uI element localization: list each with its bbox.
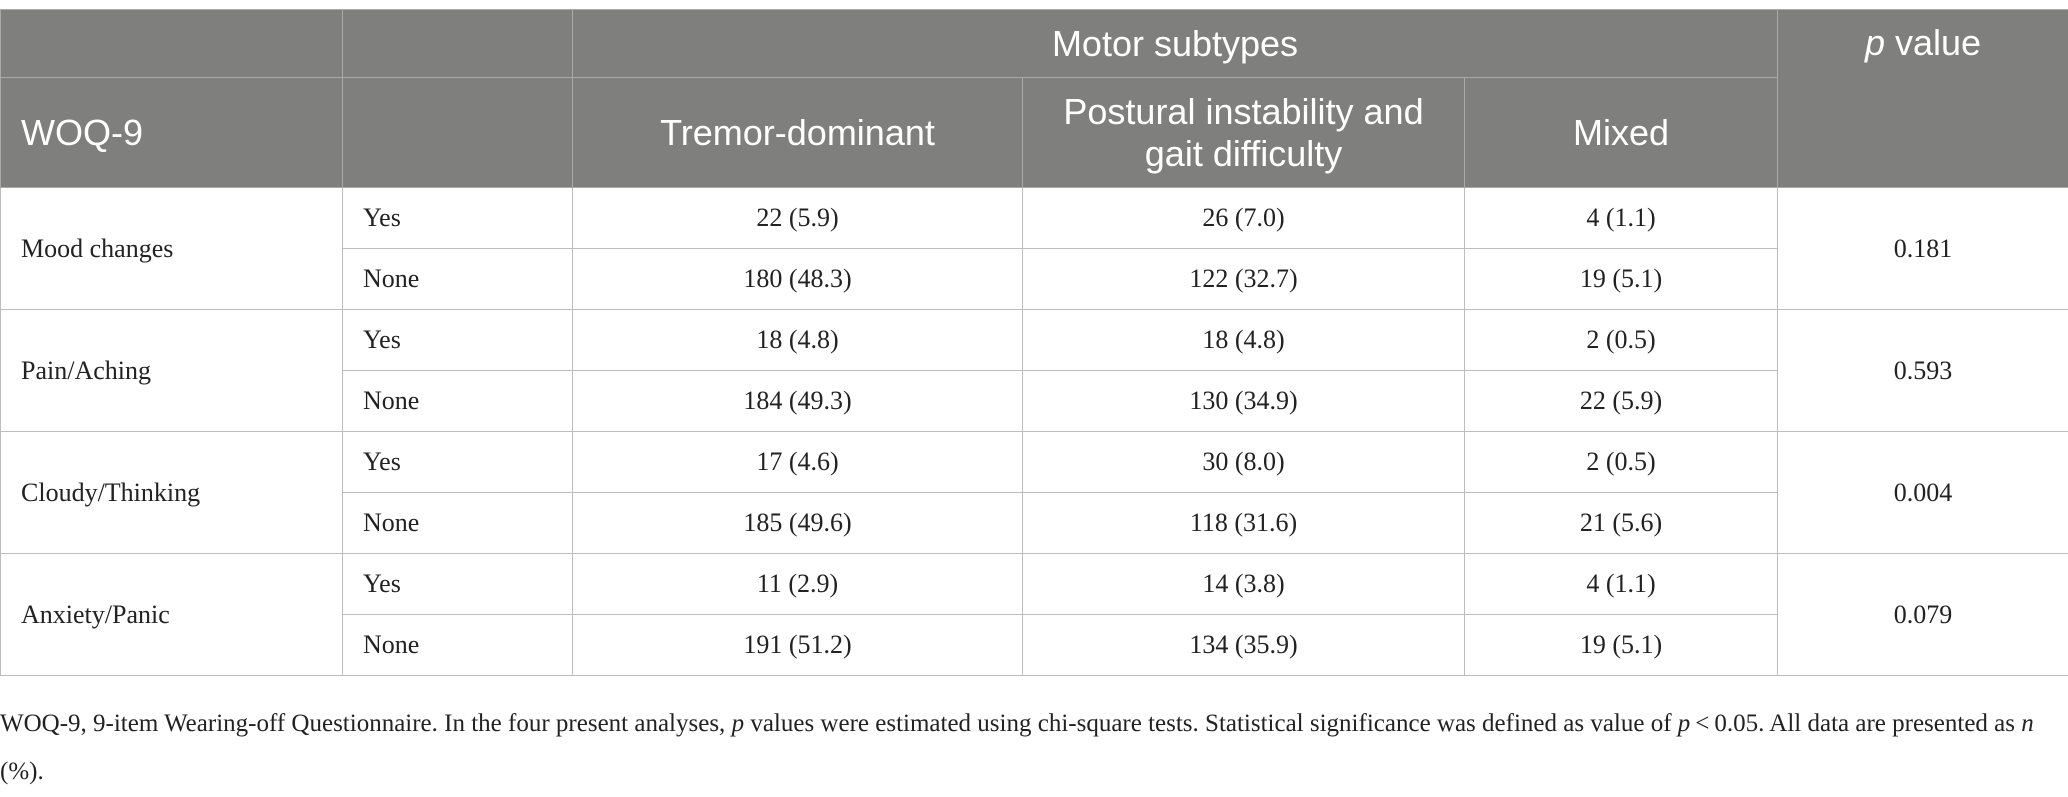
subtype-header: Mixed bbox=[1463, 77, 1779, 188]
table-row: Pain/Aching Yes 18 (4.8) 18 (4.8) 2 (0.5) 0.5… bbox=[0, 309, 2068, 432]
value-cell: 122 (32.7) bbox=[1022, 248, 1465, 310]
value-cell: 134 (35.9) bbox=[1022, 614, 1465, 676]
header-cell bbox=[342, 9, 573, 78]
header-cell bbox=[0, 9, 343, 78]
data-table: Motor subtypes p value WOQ-9 Tremor-domi… bbox=[0, 9, 2068, 676]
value-cell: 22 (5.9) bbox=[1463, 370, 1779, 432]
value-cell: 184 (49.3) bbox=[572, 370, 1023, 432]
table-row: Cloudy/Thinking Yes 17 (4.6) 30 (8.0) 2 (0.5… bbox=[0, 431, 2068, 554]
response: None bbox=[342, 492, 573, 554]
footnote-text: (%). bbox=[0, 758, 44, 785]
footnote-text: WOQ-9, 9-item Wearing-off Questionnaire.… bbox=[0, 710, 732, 737]
table-row: Anxiety/Panic Yes 11 (2.9) 14 (3.8) 4 (1.1) 0… bbox=[0, 553, 2068, 676]
footnote-text: n bbox=[2021, 710, 2034, 737]
value-cell: 17 (4.6) bbox=[572, 431, 1023, 493]
p-value-header: p value bbox=[1777, 9, 2068, 188]
p-value: 0.181 bbox=[1777, 187, 2068, 310]
response: None bbox=[342, 248, 573, 310]
value-cell: 2 (0.5) bbox=[1463, 431, 1779, 493]
response: Yes bbox=[342, 187, 573, 249]
group-header: Motor subtypes bbox=[571, 9, 1779, 78]
row-label: Cloudy/Thinking bbox=[0, 431, 343, 554]
table-body: Mood changes Yes 22 (5.9) 26 (7.0) 4 (1.1) 0.… bbox=[0, 187, 2068, 676]
value-cell: 26 (7.0) bbox=[1022, 187, 1465, 249]
p-value: 0.079 bbox=[1777, 553, 2068, 676]
value-cell: 30 (8.0) bbox=[1022, 431, 1465, 493]
row-label: Pain/Aching bbox=[0, 309, 343, 432]
table-row: Mood changes Yes 22 (5.9) 26 (7.0) 4 (1.1) 0.… bbox=[0, 187, 2068, 310]
value-cell: 22 (5.9) bbox=[572, 187, 1023, 249]
table-header: Motor subtypes p value WOQ-9 Tremor-domi… bbox=[0, 9, 2068, 188]
footnote-text: < 0.05. All data are presented as bbox=[1690, 710, 2022, 737]
footnote-text: p bbox=[1677, 710, 1691, 737]
footnote-text: values were estimated using chi-square t… bbox=[744, 710, 1678, 737]
value-cell: 4 (1.1) bbox=[1463, 187, 1779, 249]
value-cell: 19 (5.1) bbox=[1463, 248, 1779, 310]
response: Yes bbox=[342, 553, 573, 615]
row-label: Anxiety/Panic bbox=[0, 553, 343, 676]
response: None bbox=[342, 370, 573, 432]
table-row: None 185 (49.6) 118 (31.6) 21 (5.6) bbox=[1, 492, 2068, 554]
value-cell: 130 (34.9) bbox=[1022, 370, 1465, 432]
value-cell: 191 (51.2) bbox=[572, 614, 1023, 676]
value-cell: 118 (31.6) bbox=[1022, 492, 1465, 554]
footnote-text: p bbox=[731, 710, 745, 737]
value-cell: 4 (1.1) bbox=[1463, 553, 1779, 615]
value-cell: 18 (4.8) bbox=[1022, 309, 1465, 371]
value-cell: 19 (5.1) bbox=[1463, 614, 1779, 676]
value-cell: 18 (4.8) bbox=[572, 309, 1023, 371]
row-label-header: WOQ-9 bbox=[0, 77, 343, 188]
value-cell: 2 (0.5) bbox=[1463, 309, 1779, 371]
p-value: 0.593 bbox=[1777, 309, 2068, 432]
footnote: WOQ-9, 9-item Wearing-off Questionnaire.… bbox=[0, 700, 2040, 796]
value-cell: 11 (2.9) bbox=[572, 553, 1023, 615]
subtype-header: Postural instability and gait difficulty bbox=[1022, 77, 1465, 188]
table-row: None 191 (51.2) 134 (35.9) 19 (5.1) bbox=[1, 614, 2068, 676]
value-cell: 21 (5.6) bbox=[1463, 492, 1779, 554]
response: Yes bbox=[342, 431, 573, 493]
subtype-header: Tremor-dominant bbox=[572, 77, 1023, 188]
value-cell: 14 (3.8) bbox=[1022, 553, 1465, 615]
header-cell bbox=[342, 77, 573, 188]
row-label: Mood changes bbox=[0, 187, 343, 310]
value-cell: 180 (48.3) bbox=[572, 248, 1023, 310]
response: None bbox=[342, 614, 573, 676]
p-value-header-text: p value bbox=[1864, 22, 1982, 63]
response: Yes bbox=[342, 309, 573, 371]
p-value: 0.004 bbox=[1777, 431, 2068, 554]
value-cell: 185 (49.6) bbox=[572, 492, 1023, 554]
